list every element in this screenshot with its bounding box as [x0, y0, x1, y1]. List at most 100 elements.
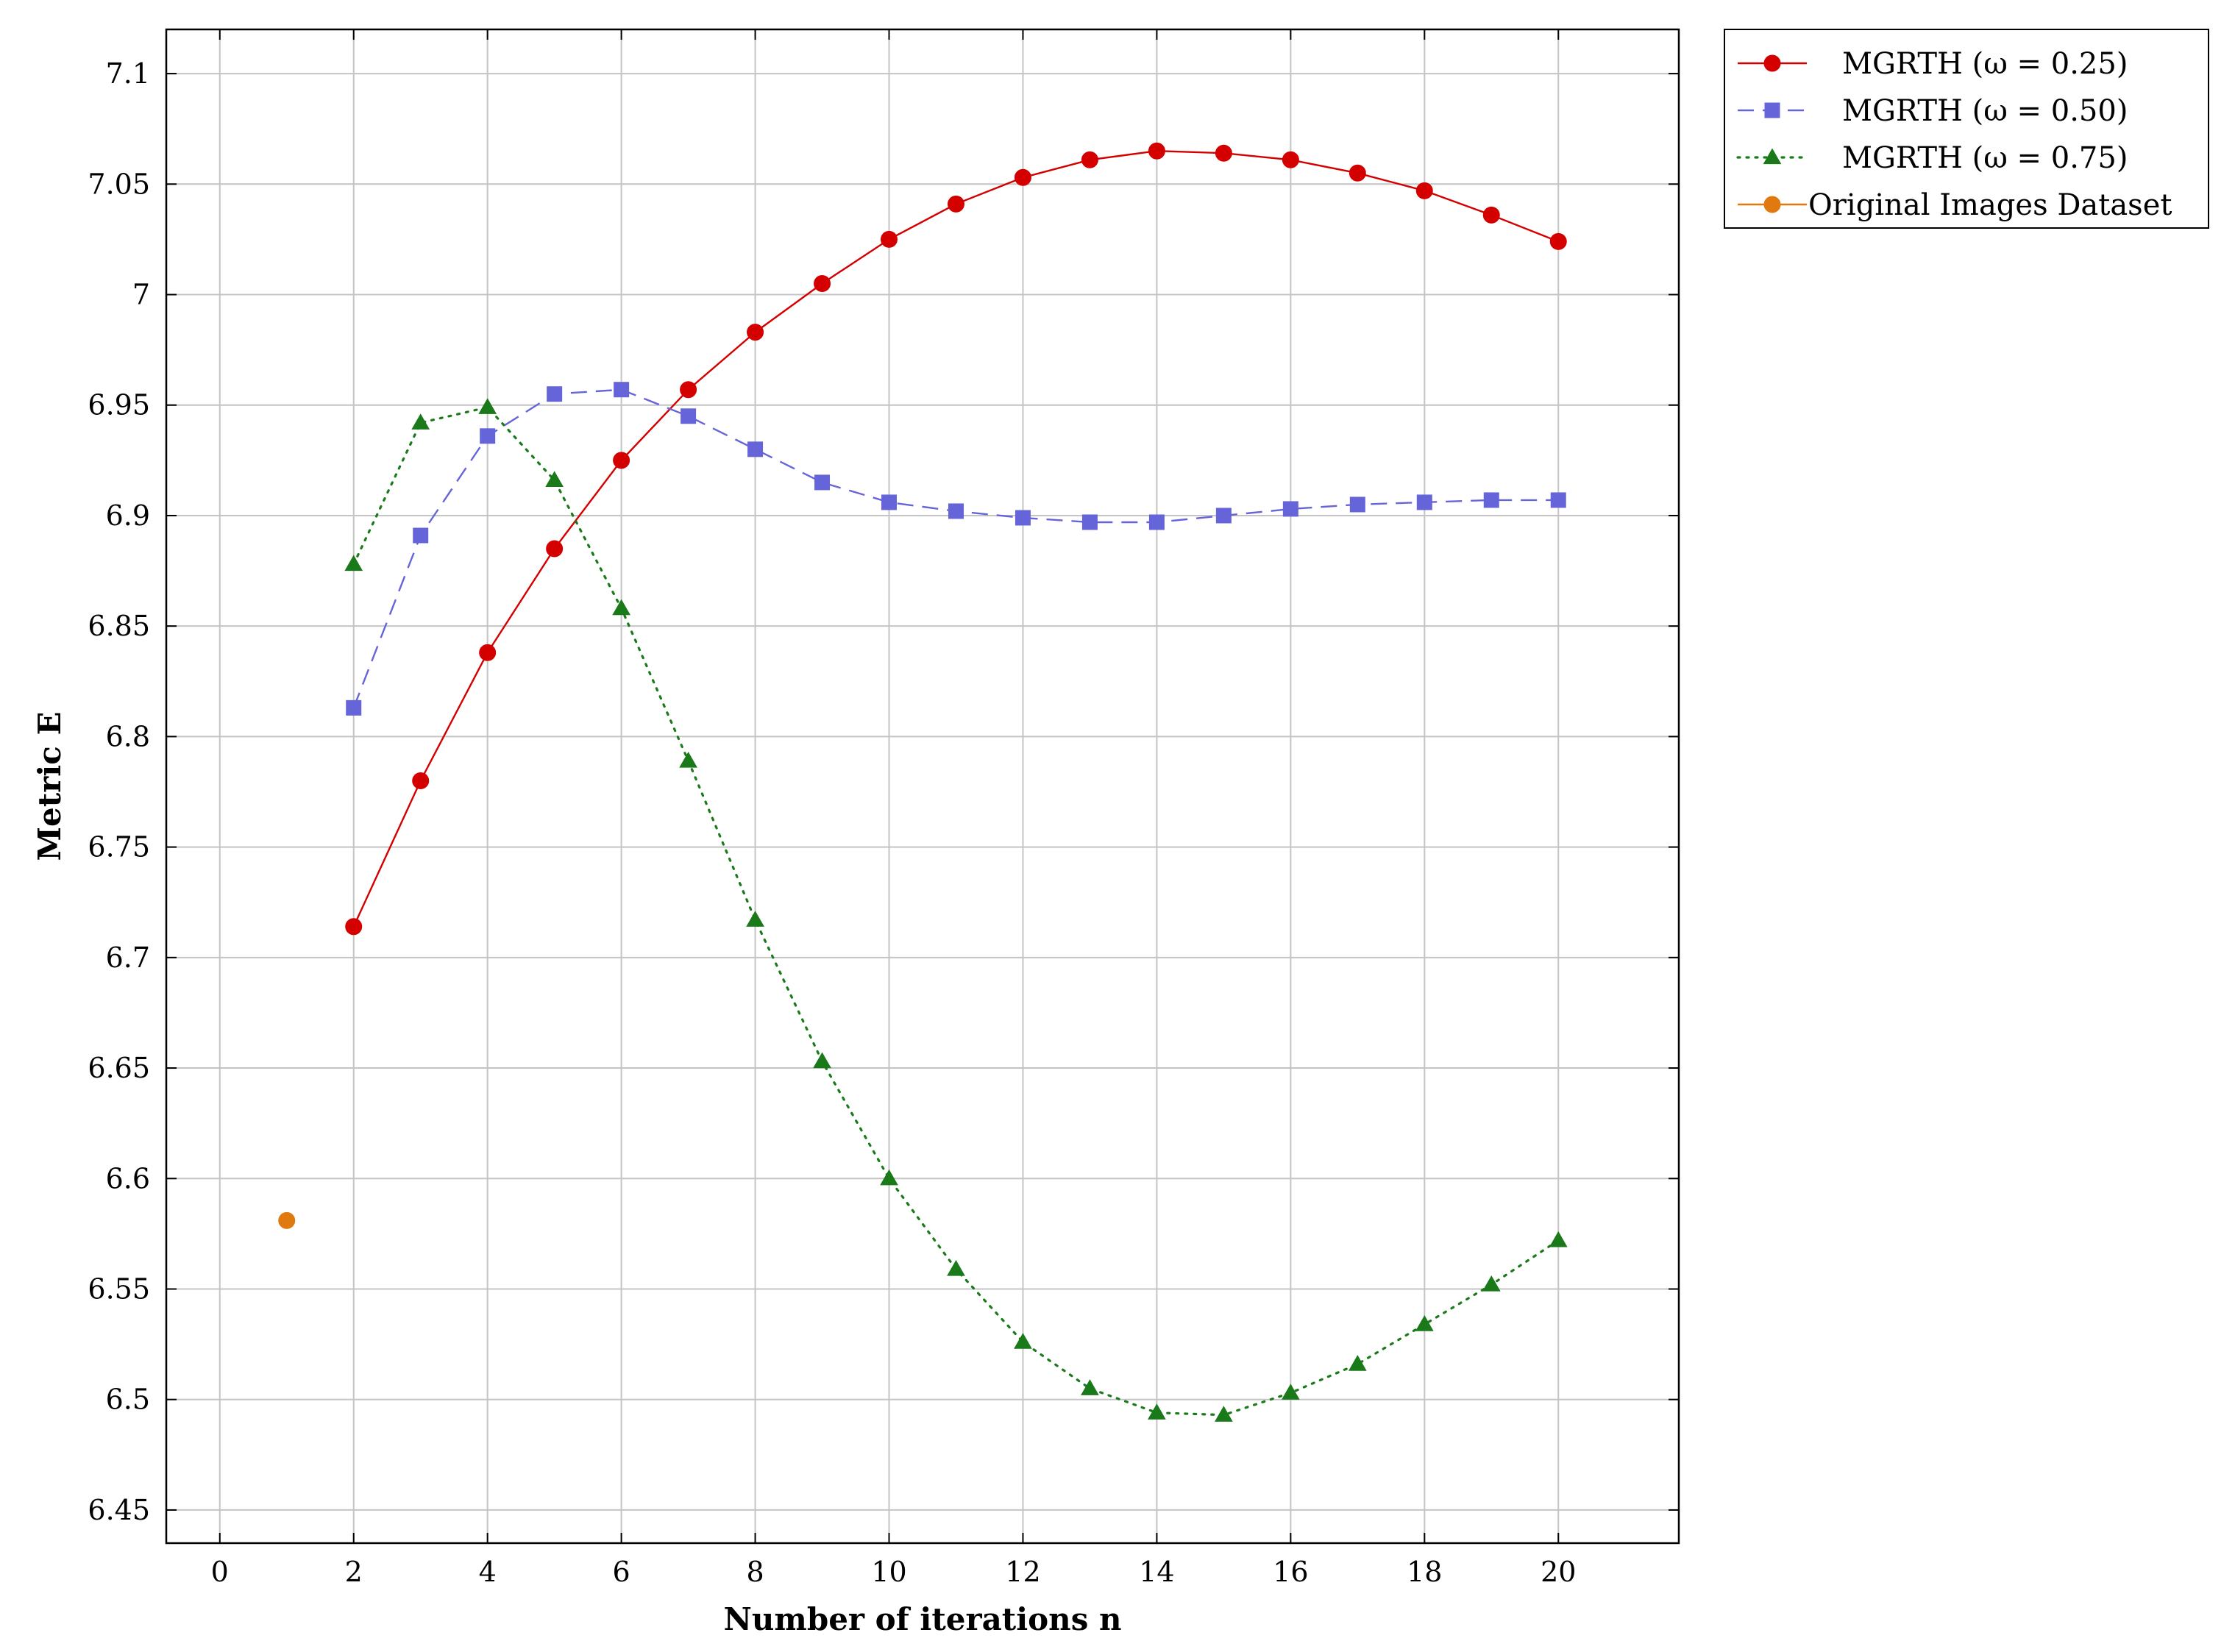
x-tick-label: 10 [871, 1556, 906, 1588]
data-point-series-3 [1081, 1379, 1099, 1395]
data-point-series-2 [1483, 492, 1499, 508]
x-tick-label: 16 [1273, 1556, 1308, 1588]
data-point-series-3 [1281, 1384, 1300, 1400]
y-tick-label: 6.7 [106, 941, 150, 974]
data-point-series-1 [1014, 168, 1031, 186]
legend: MGRTH (ω = 0.25) MGRTH (ω = 0.50) MGRTH (ω… [1724, 29, 2209, 229]
data-point-series-2 [681, 408, 697, 424]
data-point-series-1 [747, 324, 764, 341]
legend-swatch-marker-2 [1764, 102, 1780, 118]
series-markers [278, 142, 1568, 1422]
data-point-series-3 [1348, 1355, 1367, 1371]
data-point-series-2 [1148, 514, 1165, 530]
legend-swatch-marker-1 [1763, 54, 1781, 72]
data-point-series-1 [1215, 144, 1232, 162]
data-point-series-2 [1215, 508, 1232, 524]
data-point-series-1 [1415, 182, 1433, 199]
data-point-series-3 [1549, 1231, 1568, 1247]
y-tick-label: 6.8 [106, 720, 150, 752]
legend-swatch-marker-3 [1763, 148, 1782, 165]
y-tick-label: 7 [132, 279, 150, 311]
y-tick-label: 6.75 [88, 831, 150, 864]
x-tick-label: 20 [1541, 1556, 1576, 1588]
data-point-series-3 [947, 1259, 965, 1276]
series-line-2 [352, 388, 1559, 708]
grid-lines [166, 29, 1679, 1543]
series-line-1 [352, 149, 1559, 928]
legend-label-4: Original Images Dataset [1808, 188, 2172, 222]
data-point-series-2 [1349, 496, 1365, 513]
x-tick-label: 0 [211, 1556, 229, 1588]
legend-label-3: MGRTH (ω = 0.75) [1842, 141, 2128, 175]
data-point-series-3 [1215, 1406, 1233, 1422]
data-point-series-1 [1549, 232, 1567, 250]
data-point-series-3 [1014, 1333, 1032, 1349]
data-point-series-1 [479, 644, 497, 661]
x-tick-label: 18 [1407, 1556, 1442, 1588]
data-point-series-2 [480, 428, 496, 444]
plot-frame [165, 28, 1680, 1545]
data-point-series-1 [947, 195, 964, 213]
data-point-series-3 [545, 471, 564, 488]
data-point-series-3 [612, 599, 630, 616]
legend-items: MGRTH (ω = 0.25) MGRTH (ω = 0.50) MGRTH (ω… [1736, 47, 2172, 222]
data-point-series-2 [747, 441, 764, 457]
data-point-series-3 [1482, 1275, 1501, 1292]
data-point-series-3 [411, 413, 430, 430]
x-tick-label: 4 [479, 1556, 497, 1588]
data-point-series-2 [881, 494, 898, 510]
data-point-series-1 [1482, 206, 1500, 224]
data-point-series-2 [1282, 501, 1298, 517]
data-point-series-2 [948, 503, 964, 519]
data-point-series-2 [814, 474, 831, 491]
y-tick-label: 7.05 [88, 168, 150, 200]
data-point-series-2 [1416, 494, 1432, 510]
data-point-series-3 [344, 555, 363, 572]
legend-label-1: MGRTH (ω = 0.25) [1842, 47, 2128, 81]
data-point-series-1 [546, 540, 564, 558]
y-tick-label: 7.1 [106, 57, 150, 90]
data-point-series-3 [679, 751, 697, 768]
data-point-series-1 [814, 275, 831, 293]
axis-ticks [166, 29, 1679, 1543]
y-tick-label: 6.5 [106, 1384, 150, 1416]
data-point-series-2 [547, 386, 563, 402]
x-tick-label: 14 [1139, 1556, 1174, 1588]
x-tick-label: 8 [746, 1556, 764, 1588]
y-tick-label: 6.6 [106, 1162, 150, 1195]
legend-swatch-marker-4 [1763, 196, 1781, 213]
data-point-series-2 [614, 382, 630, 398]
data-point-series-3 [880, 1169, 898, 1186]
x-axis-title: Number of iterations n [723, 1601, 1121, 1637]
data-point-series-2 [346, 699, 362, 716]
y-tick-label: 6.65 [88, 1052, 150, 1084]
y-tick-label: 6.55 [88, 1272, 150, 1305]
y-tick-label: 6.85 [88, 610, 150, 642]
data-point-series-3 [746, 911, 764, 927]
data-point-series-1 [1081, 151, 1098, 168]
data-point-series-2 [1015, 510, 1031, 526]
data-point-series-3 [813, 1052, 831, 1069]
data-point-series-1 [881, 230, 898, 248]
y-tick-label: 6.95 [88, 389, 150, 421]
data-point-series-1 [1282, 151, 1299, 168]
x-tick-label: 12 [1005, 1556, 1040, 1588]
y-tick-label: 6.45 [88, 1494, 150, 1526]
y-axis-title: Metric E [32, 712, 68, 861]
data-point-series-1 [345, 918, 363, 936]
data-point-series-1 [1148, 142, 1165, 160]
data-point-series-1 [613, 452, 630, 469]
data-point-series-3 [1148, 1403, 1166, 1420]
axis-tick-labels: 0 2 4 6 8 10 12 14 16 18 20 6.45 6.5 6.55 6.6 6.65 6.7 6.… [88, 57, 1576, 1588]
data-point-series-2 [1081, 514, 1098, 530]
data-point-series-4 [278, 1211, 296, 1229]
data-point-series-1 [680, 381, 697, 399]
data-point-series-3 [478, 398, 497, 414]
legend-label-2: MGRTH (ω = 0.50) [1842, 94, 2128, 128]
data-point-series-2 [413, 527, 429, 544]
data-point-series-1 [1349, 164, 1366, 182]
series-lines [352, 149, 1560, 1417]
x-tick-label: 6 [613, 1556, 630, 1588]
data-point-series-3 [1415, 1315, 1434, 1331]
